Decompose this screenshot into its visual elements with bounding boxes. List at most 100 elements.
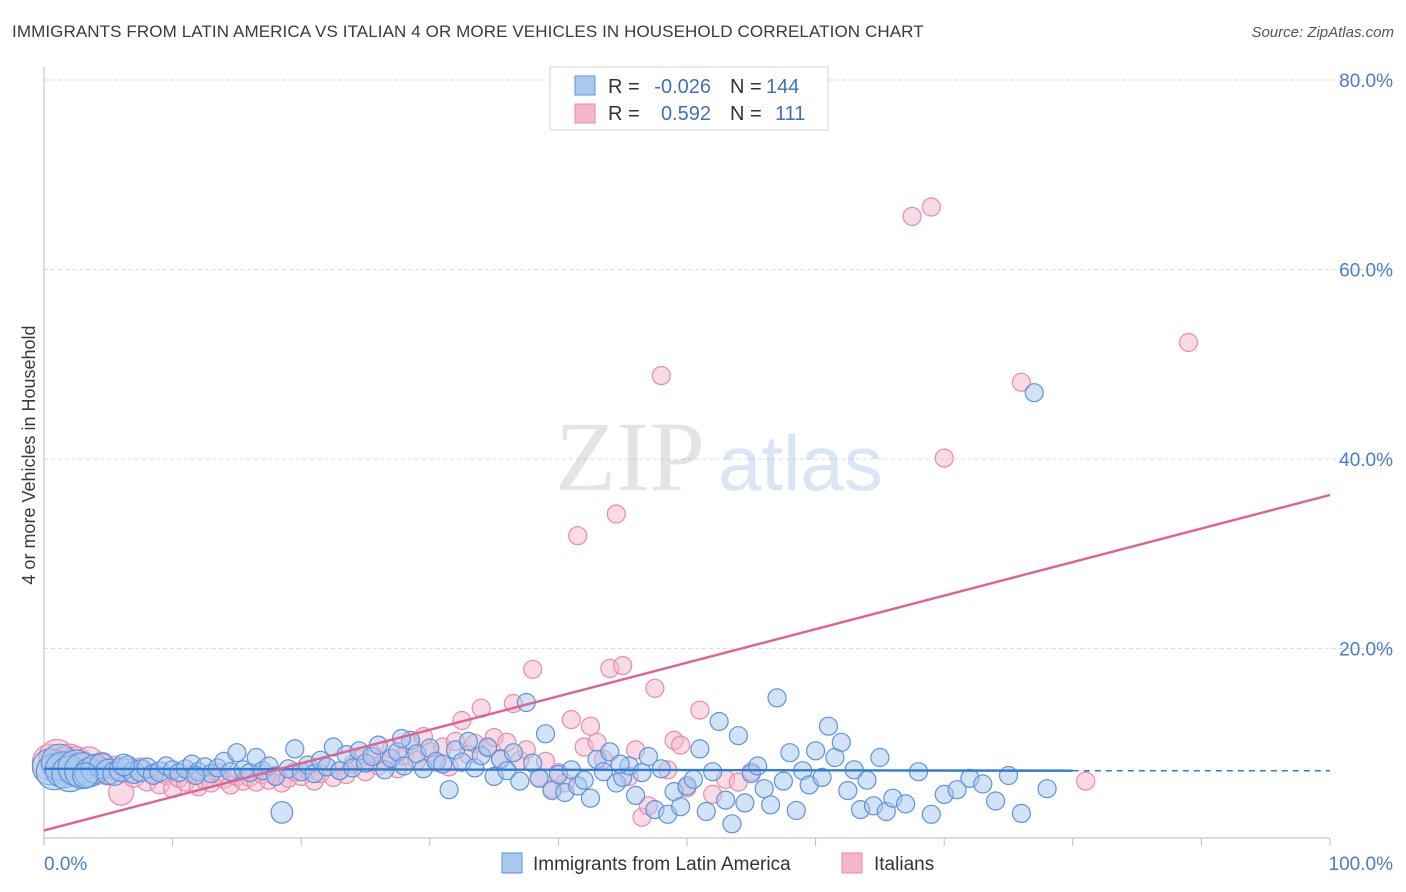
latin-america-point-63 (439, 780, 459, 800)
latin-america-point-120 (805, 741, 826, 761)
italians-point-81 (561, 709, 581, 730)
legend-n-value-2: 111 (775, 103, 805, 125)
chart-title: IMMIGRANTS FROM LATIN AMERICA VS ITALIAN… (12, 22, 924, 41)
latin-america-point-107 (722, 814, 742, 834)
italians-point-100 (690, 700, 710, 720)
latin-america-point-94 (638, 746, 659, 767)
legend-n-label-1: N = (730, 76, 762, 98)
latin-america-point-69 (478, 737, 498, 757)
bottom-legend-label-italians: Italians (874, 854, 934, 875)
latin-america-point-121 (812, 767, 832, 788)
latin-america-point-122 (818, 716, 839, 736)
legend-swatch-blue (574, 75, 596, 96)
latin-america-point-108 (728, 726, 749, 746)
bottom-legend-swatch-blue (501, 852, 523, 874)
latin-america-point-78 (535, 724, 556, 744)
latin-america-point-130 (870, 747, 890, 768)
watermark-zip: ZIP (555, 401, 705, 512)
y-tick-labels: 20.0% 40.0% 60.0% 80.0% (1339, 71, 1393, 661)
latin-america-point-142 (1011, 803, 1032, 824)
y-tick-label-80: 80.0% (1339, 71, 1393, 92)
legend-r-label-1: R = (608, 76, 640, 98)
italians-point-109 (1076, 771, 1096, 791)
italians-point-89 (613, 655, 633, 676)
latin-america-point-114 (767, 688, 787, 708)
latin-america-point-145 (71, 762, 99, 789)
latin-america-point-115 (773, 771, 794, 791)
latin-america-point-74 (510, 771, 530, 791)
y-tick-label-20: 20.0% (1339, 640, 1393, 661)
correlation-legend: R = -0.026 N = 144 R = 0.592 N = 111 (549, 66, 829, 131)
latin-america-point-37 (270, 801, 294, 824)
legend-n-label-2: N = (730, 103, 762, 125)
latin-america-point-128 (857, 770, 877, 790)
y-tick-label-40: 40.0% (1339, 450, 1393, 471)
latin-america-point-124 (831, 732, 851, 752)
italians-points (31, 197, 1199, 827)
legend-n-value-1: 144 (766, 76, 799, 98)
italians-point-94 (645, 678, 665, 698)
latin-america-point-92 (625, 785, 646, 806)
bottom-legend-label-latin-america: Immigrants from Latin America (533, 854, 791, 875)
bottom-legend-swatch-pink (841, 852, 863, 874)
latin-america-point-135 (921, 804, 941, 824)
italians-point-110 (1178, 332, 1199, 353)
x-tick-label-min: 0.0% (44, 854, 87, 875)
latin-america-point-109 (735, 793, 755, 813)
watermark-atlas: atlas (718, 419, 883, 507)
latin-america-trend-line (43, 767, 1073, 772)
latin-america-point-112 (754, 779, 774, 799)
latin-america-point-87 (593, 762, 614, 782)
italians-point-108 (1011, 372, 1032, 392)
italians-point-88 (606, 504, 626, 524)
latin-america-point-146 (112, 753, 136, 777)
source-label: Source: ZipAtlas.com (1251, 24, 1394, 41)
latin-america-point-102 (690, 739, 710, 759)
latin-america-point-141 (998, 765, 1019, 786)
latin-america-point-147 (186, 765, 206, 786)
latin-america-point-93 (632, 762, 652, 783)
legend-swatch-pink (574, 103, 596, 124)
latin-america-point-143 (1024, 383, 1044, 403)
latin-america-point-140 (985, 791, 1006, 811)
latin-america-point-30 (227, 743, 247, 763)
latin-america-point-66 (458, 731, 478, 752)
latin-america-point-139 (973, 774, 993, 794)
latin-america-point-116 (780, 743, 800, 763)
italians-point-107 (934, 448, 954, 468)
watermark: ZIP atlas (555, 401, 883, 512)
legend-r-label-2: R = (608, 103, 640, 125)
italians-point-84 (580, 716, 601, 736)
latin-america-point-106 (715, 790, 736, 810)
italians-point-98 (670, 735, 691, 755)
latin-america-point-133 (895, 794, 916, 814)
latin-america-point-39 (285, 739, 305, 759)
latin-america-point-73 (503, 743, 524, 763)
latin-america-point-125 (838, 780, 858, 801)
italians-point-105 (902, 206, 922, 226)
latin-america-point-84 (574, 770, 594, 790)
italians-point-82 (568, 526, 588, 546)
x-tick-label-max: 100.0% (1329, 854, 1394, 875)
latin-america-point-103 (696, 801, 716, 822)
latin-america-point-85 (580, 788, 601, 808)
latin-america-point-149 (610, 754, 630, 774)
latin-america-point-111 (748, 756, 768, 776)
latin-america-point-88 (600, 742, 620, 762)
latin-america-point-117 (786, 800, 806, 821)
latin-america-point-137 (947, 780, 967, 800)
y-axis-label: 4 or more Vehicles in Household (19, 325, 39, 584)
latin-america-point-99 (670, 797, 691, 817)
italians-point-95 (651, 366, 671, 386)
trend-lines (43, 493, 1331, 832)
latin-america-point-101 (683, 769, 704, 789)
latin-america-point-113 (760, 795, 781, 815)
latin-america-point-134 (908, 762, 929, 782)
legend-r-value-1: -0.026 (654, 76, 711, 98)
latin-america-point-104 (703, 762, 723, 782)
latin-america-point-144 (1037, 779, 1057, 799)
legend-r-value-2: 0.592 (661, 103, 711, 125)
italians-trend-line (43, 493, 1331, 832)
y-tick-label-60: 60.0% (1339, 261, 1393, 282)
